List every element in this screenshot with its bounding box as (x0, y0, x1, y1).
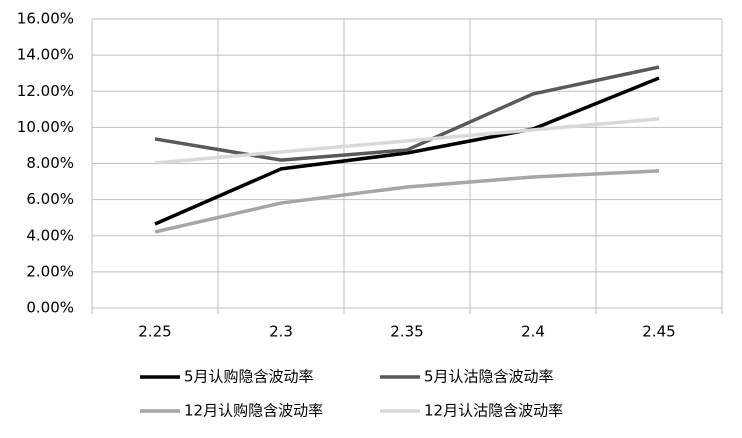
legend-label: 12月认沽隐含波动率 (424, 402, 563, 420)
series-line (154, 76, 660, 226)
series-line (154, 169, 660, 234)
legend-label: 12月认购隐含波动率 (184, 402, 323, 420)
x-tick-label: 2.4 (521, 323, 545, 341)
legend-label: 5月认购隐含波动率 (184, 368, 314, 386)
y-tick-label: 2.00% (26, 262, 74, 280)
y-tick-label: 12.00% (17, 82, 74, 100)
x-tick-label: 2.45 (642, 323, 675, 341)
series-line (154, 117, 660, 165)
series-line (154, 65, 660, 162)
legend-label: 5月认沽隐含波动率 (424, 368, 554, 386)
y-tick-label: 6.00% (26, 190, 74, 208)
y-tick-label: 16.00% (17, 10, 74, 28)
y-tick-label: 4.00% (26, 226, 74, 244)
y-tick-label: 14.00% (17, 46, 74, 64)
x-tick-label: 2.3 (269, 323, 293, 341)
x-tick-label: 2.35 (390, 323, 423, 341)
y-tick-label: 0.00% (26, 299, 74, 317)
y-tick-label: 8.00% (26, 154, 74, 172)
y-tick-label: 10.00% (17, 118, 74, 136)
x-tick-label: 2.25 (138, 323, 171, 341)
